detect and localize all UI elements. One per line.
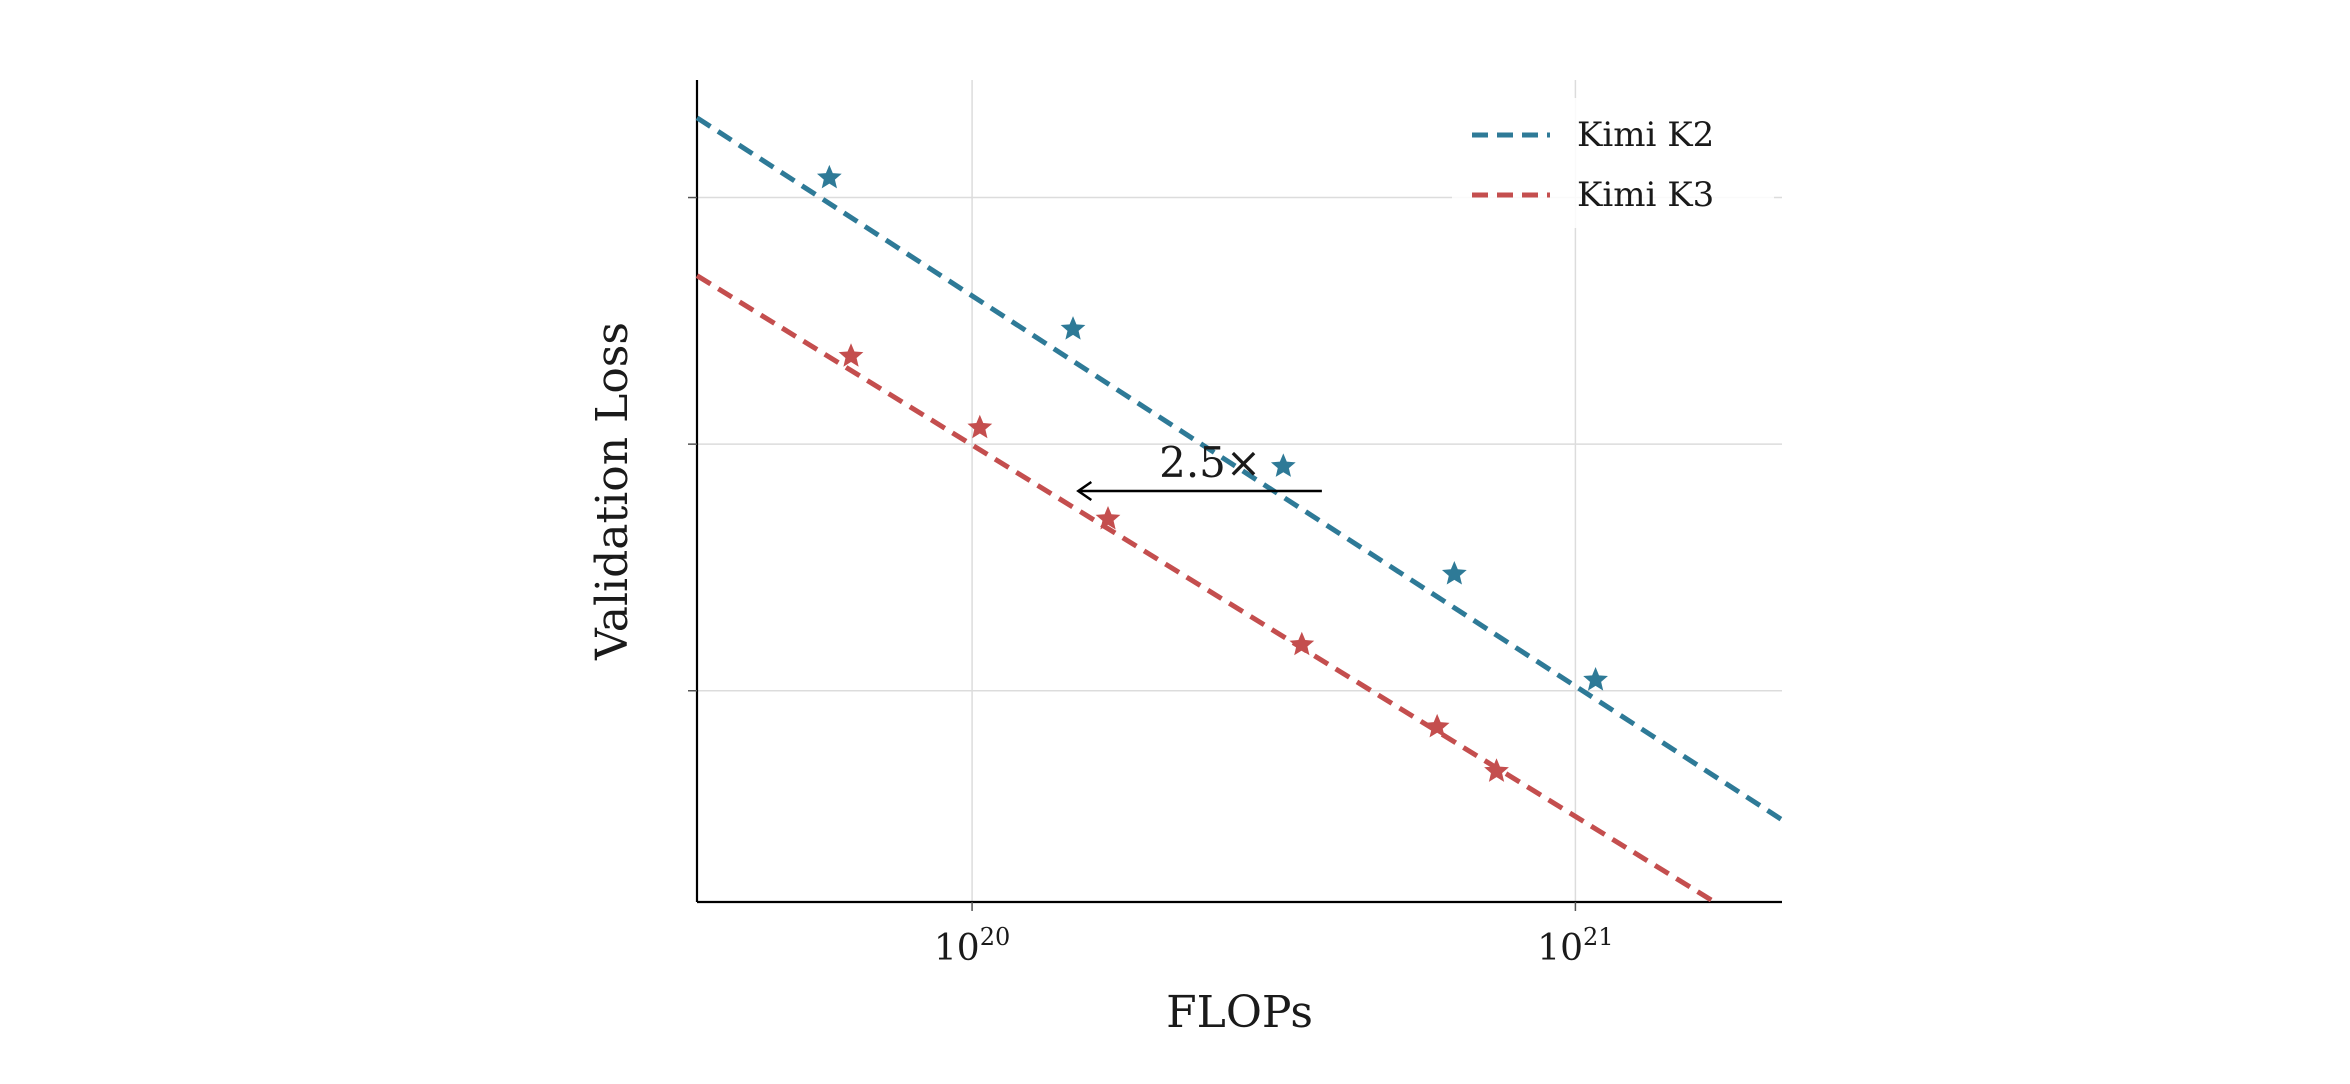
series-star-marker — [1095, 505, 1121, 530]
ticks: 1020 1021 — [688, 196, 1614, 969]
series-star-marker — [1583, 667, 1608, 691]
y-axis-label: Validation Loss — [587, 322, 638, 661]
series-star-marker — [838, 343, 864, 367]
series-star-marker — [1484, 758, 1509, 782]
legend-box — [1452, 98, 1774, 228]
axes — [695, 80, 1782, 904]
annotation-arrow-head — [1076, 480, 1093, 502]
series-star-marker — [816, 164, 842, 189]
series-fit-line — [695, 273, 1716, 905]
series-kimi-k2 — [695, 115, 1784, 822]
series — [695, 115, 1784, 905]
legend-label: Kimi K3 — [1577, 175, 1714, 215]
series-star-marker — [1060, 316, 1086, 340]
series-fit-line — [695, 115, 1784, 822]
legend-item: Kimi K3 — [1472, 175, 1714, 215]
x-tick-label: 1021 — [1537, 923, 1613, 969]
x-axis-label: FLOPs — [1166, 987, 1313, 1038]
annotation: 2.5× — [1076, 438, 1322, 502]
x-tick-label: 1020 — [934, 923, 1010, 969]
annotation-label: 2.5× — [1159, 438, 1261, 487]
legend-item: Kimi K2 — [1472, 115, 1714, 155]
series-star-marker — [967, 414, 993, 439]
series-star-marker — [1441, 561, 1467, 585]
series-star-marker — [1270, 453, 1296, 477]
legend-label: Kimi K2 — [1577, 115, 1714, 155]
series-kimi-k3 — [695, 273, 1716, 905]
series-star-marker — [1289, 631, 1315, 656]
legend: Kimi K2 Kimi K3 — [1452, 98, 1774, 228]
series-star-marker — [1424, 713, 1450, 738]
